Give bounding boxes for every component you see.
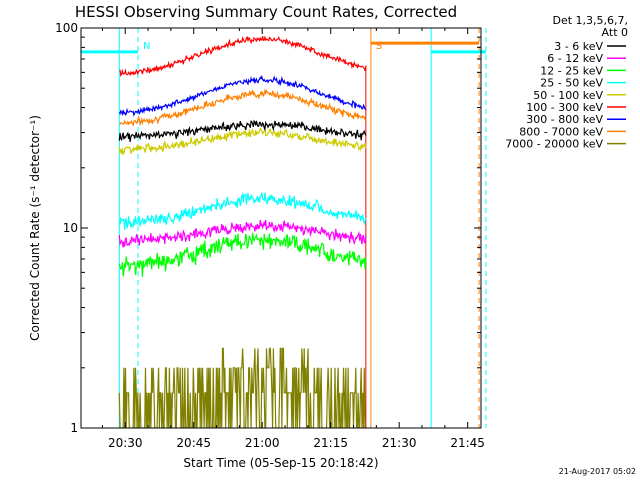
x-axis: 20:30 20:45 21:00 21:15 21:30 21:45 bbox=[101, 28, 485, 450]
y-tick-label: 1 bbox=[70, 421, 78, 435]
legend-header-line-2: Att 0 bbox=[602, 26, 628, 39]
legend-item-label: 800 - 7000 keV bbox=[519, 125, 603, 138]
y-tick-label: 10 bbox=[63, 221, 78, 235]
legend-header-line-1: Det 1,3,5,6,7, bbox=[552, 14, 628, 27]
series-line bbox=[119, 35, 367, 78]
legend-item-label: 3 - 6 keV bbox=[554, 40, 603, 53]
legend-item-label: 6 - 12 keV bbox=[547, 52, 603, 65]
series-line bbox=[118, 119, 367, 142]
x-tick-label: 21:30 bbox=[382, 436, 417, 450]
legend-item-label: 25 - 50 keV bbox=[540, 77, 603, 90]
footer-timestamp: 21-Aug-2017 05:02 bbox=[559, 467, 636, 476]
x-tick-label: 20:45 bbox=[176, 436, 211, 450]
series-line bbox=[119, 88, 367, 127]
x-axis-label: Start Time (05-Sep-15 20:18:42) bbox=[183, 456, 378, 470]
legend-item-label: 7000 - 20000 keV bbox=[505, 138, 603, 151]
series-line bbox=[118, 219, 367, 248]
series-line bbox=[118, 127, 367, 156]
x-tick-label: 20:30 bbox=[108, 436, 143, 450]
series-line bbox=[118, 74, 367, 117]
legend-item-label: 300 - 800 keV bbox=[526, 113, 603, 126]
y-tick-label: 100 bbox=[55, 21, 78, 35]
y-axis-label: Corrected Count Rate (s⁻¹ detector⁻¹) bbox=[28, 115, 42, 341]
series-line bbox=[118, 191, 367, 230]
series-line bbox=[118, 232, 367, 277]
x-tick-label: 21:45 bbox=[450, 436, 485, 450]
legend-item-label: 100 - 300 keV bbox=[526, 101, 603, 114]
series-layer bbox=[118, 35, 367, 428]
series-line bbox=[118, 347, 366, 428]
x-tick-label: 21:00 bbox=[245, 436, 280, 450]
y-axis: 1 10 100 bbox=[55, 21, 481, 435]
annotation-night: N bbox=[143, 41, 150, 52]
legend-item-label: 50 - 100 keV bbox=[533, 89, 603, 102]
x-tick-label: 21:15 bbox=[313, 436, 348, 450]
legend-item-label: 12 - 25 keV bbox=[540, 64, 603, 77]
annotation-saa: S bbox=[376, 41, 382, 52]
chart-title: HESSI Observing Summary Count Rates, Cor… bbox=[75, 3, 457, 21]
